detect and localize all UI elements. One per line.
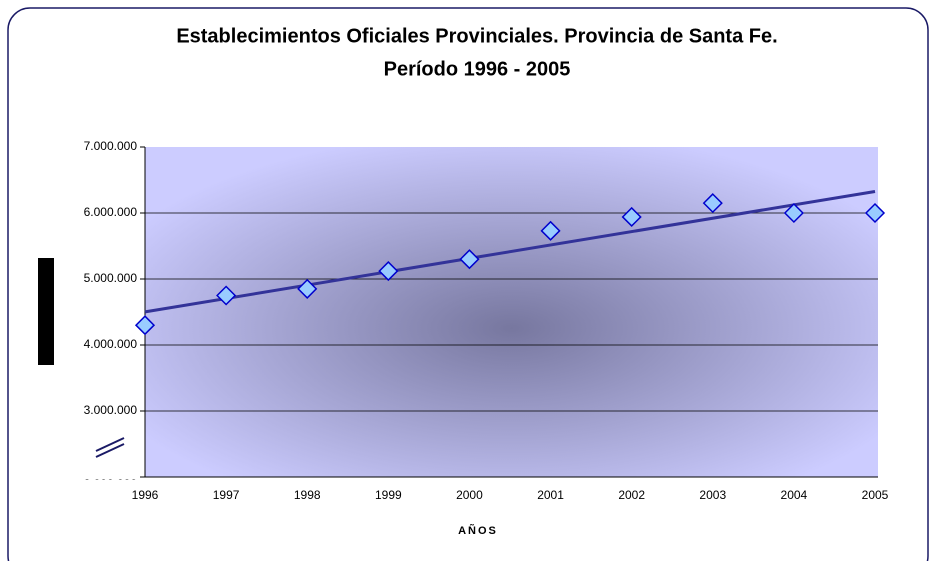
y-tick-label: 2.000.000 <box>84 477 138 491</box>
trendline <box>144 190 876 314</box>
x-tick-label: 1999 <box>375 488 402 502</box>
x-tick-label: 1998 <box>294 488 321 502</box>
y-tick-label: 3.000.000 <box>84 403 138 417</box>
x-tick-label: 2003 <box>699 488 726 502</box>
y-tick-label: 7.000.000 <box>84 139 138 153</box>
data-point <box>540 220 561 241</box>
data-point <box>621 206 642 228</box>
x-tick-label: 2004 <box>781 488 808 502</box>
x-tick-label: 2002 <box>618 488 645 502</box>
chart-title: Período 1996 - 2005 <box>384 58 571 80</box>
data-point <box>216 285 237 306</box>
axis-break <box>95 443 125 458</box>
x-tick-label: 2005 <box>862 488 889 502</box>
data-point <box>783 202 804 224</box>
axis-break <box>95 437 125 452</box>
data-point <box>134 315 156 336</box>
x-tick-label: 2000 <box>456 488 483 502</box>
y-tick-label: 6.000.000 <box>84 205 138 219</box>
data-point <box>702 193 723 214</box>
chart-title: Establecimientos Oficiales Provinciales.… <box>176 25 777 47</box>
data-point <box>459 249 480 270</box>
x-tick-label: 2001 <box>537 488 564 502</box>
data-point <box>864 202 886 224</box>
y-tick-label: 5.000.000 <box>84 271 138 285</box>
data-point <box>297 278 318 299</box>
y-axis-title-box <box>38 258 54 365</box>
data-point <box>378 261 399 282</box>
x-tick-label: 1997 <box>213 488 240 502</box>
x-axis-title: AÑOS <box>458 524 498 537</box>
y-tick-label: 4.000.000 <box>84 337 138 351</box>
x-tick-label: 1996 <box>132 488 159 502</box>
plot-area <box>145 147 878 477</box>
